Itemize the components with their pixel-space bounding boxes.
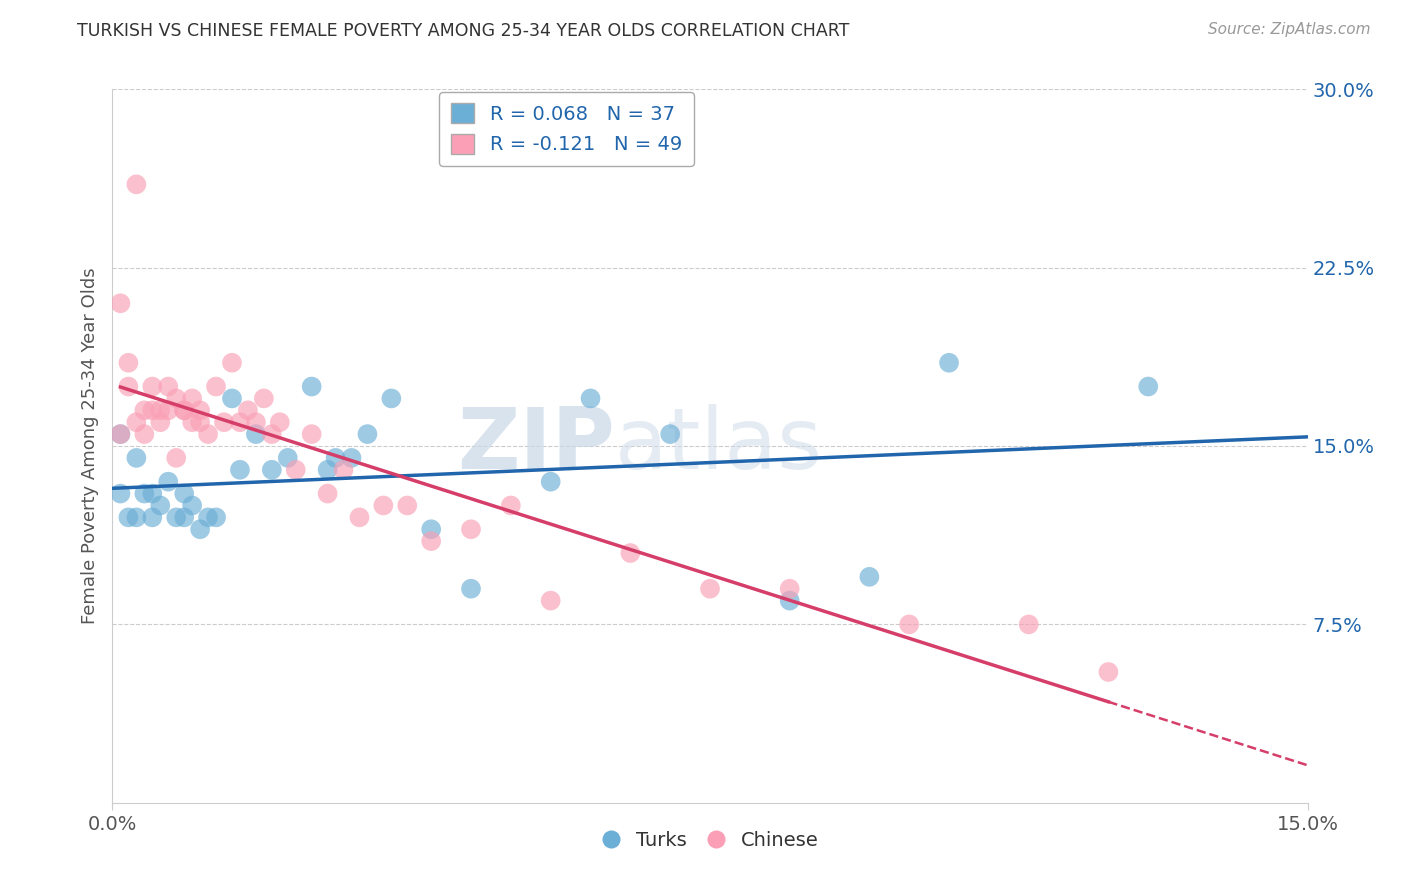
Point [117,510,139,524]
Point [221,392,243,406]
Point [325,450,347,465]
Point [619,546,641,560]
Point [141,379,163,393]
Point [316,463,339,477]
Point [332,463,354,477]
Point [301,427,323,442]
Y-axis label: Female Poverty Among 25-34 Year Olds: Female Poverty Among 25-34 Year Olds [80,268,98,624]
Point [173,486,195,500]
Point [173,510,195,524]
Point [938,356,960,370]
Point [212,415,235,429]
Legend: Turks, Chinese: Turks, Chinese [593,822,827,857]
Point [141,486,163,500]
Point [117,379,139,393]
Text: atlas: atlas [614,404,823,488]
Point [181,499,204,513]
Point [1018,617,1040,632]
Point [659,427,682,442]
Text: Source: ZipAtlas.com: Source: ZipAtlas.com [1208,22,1371,37]
Point [110,296,132,310]
Point [260,463,283,477]
Point [245,427,267,442]
Point [460,582,482,596]
Point [181,415,204,429]
Point [134,486,156,500]
Text: TURKISH VS CHINESE FEMALE POVERTY AMONG 25-34 YEAR OLDS CORRELATION CHART: TURKISH VS CHINESE FEMALE POVERTY AMONG … [77,22,849,40]
Point [134,403,156,417]
Point [373,499,395,513]
Point [205,510,228,524]
Point [420,534,443,549]
Point [260,427,283,442]
Point [125,510,148,524]
Point [134,427,156,442]
Point [173,403,195,417]
Point [779,582,801,596]
Point [699,582,721,596]
Point [149,415,172,429]
Point [460,522,482,536]
Point [110,427,132,442]
Point [340,450,363,465]
Point [229,463,252,477]
Point [579,392,602,406]
Point [110,427,132,442]
Point [380,392,402,406]
Point [110,486,132,500]
Point [157,475,180,489]
Point [277,450,299,465]
Point [316,486,339,500]
Point [125,450,148,465]
Point [181,392,204,406]
Point [301,379,323,393]
Point [165,392,187,406]
Point [197,427,219,442]
Point [157,403,180,417]
Text: ZIP: ZIP [457,404,614,488]
Point [149,499,172,513]
Point [165,510,187,524]
Point [349,510,371,524]
Point [149,403,172,417]
Point [779,593,801,607]
Point [898,617,921,632]
Point [396,499,419,513]
Point [1137,379,1160,393]
Point [188,403,211,417]
Point [236,403,259,417]
Point [1097,665,1119,679]
Point [499,499,522,513]
Point [229,415,252,429]
Point [188,522,211,536]
Point [157,379,180,393]
Point [253,392,276,406]
Point [125,178,148,192]
Point [141,403,163,417]
Point [540,475,562,489]
Point [858,570,880,584]
Point [188,415,211,429]
Point [165,450,187,465]
Point [125,415,148,429]
Point [420,522,443,536]
Point [284,463,307,477]
Point [197,510,219,524]
Point [269,415,291,429]
Point [540,593,562,607]
Point [117,356,139,370]
Point [356,427,378,442]
Point [173,403,195,417]
Point [205,379,228,393]
Point [141,510,163,524]
Point [221,356,243,370]
Point [245,415,267,429]
